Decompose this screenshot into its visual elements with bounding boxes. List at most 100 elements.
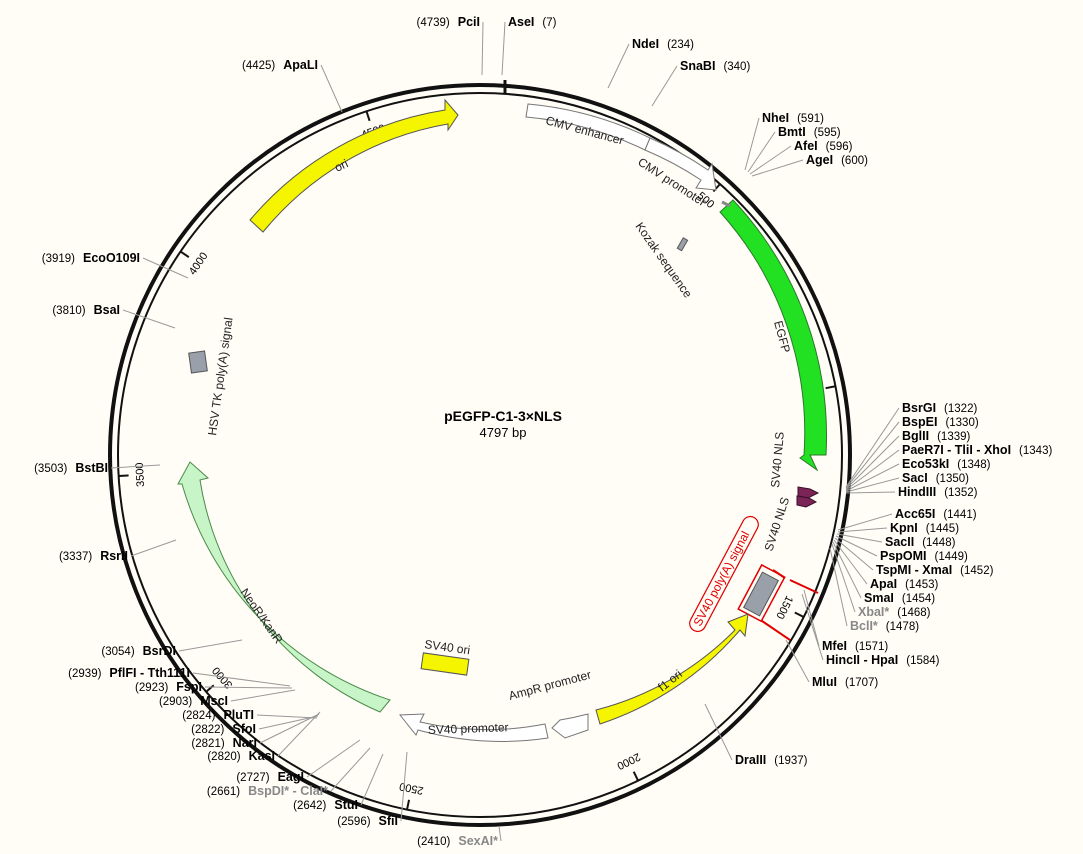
ampr-promoter-arrow[interactable] bbox=[551, 713, 589, 739]
site-name: FspI bbox=[176, 680, 202, 694]
restriction-site-label[interactable]: (3810) BsaI bbox=[52, 301, 120, 318]
site-position: (3054) bbox=[101, 646, 134, 658]
restriction-site-label[interactable]: BsrGI (1322) bbox=[902, 399, 977, 416]
restriction-site-label[interactable]: (2939) PflFI - Tth111I bbox=[68, 664, 190, 681]
restriction-site-label[interactable]: AseI (7) bbox=[508, 13, 557, 30]
restriction-site-label[interactable]: Acc65I (1441) bbox=[895, 505, 977, 522]
restriction-site-label[interactable]: (2821) NarI bbox=[191, 734, 257, 751]
cmv-promoter-arrow[interactable] bbox=[644, 137, 717, 191]
ori-arrow[interactable] bbox=[249, 98, 459, 233]
site-name: SacI bbox=[902, 471, 928, 485]
restriction-site-label[interactable]: (4739) PciI bbox=[417, 13, 481, 30]
site-spacer bbox=[914, 533, 922, 550]
restriction-site-label[interactable]: NheI (591) bbox=[762, 109, 824, 126]
site-position: (2821) bbox=[191, 738, 224, 750]
restriction-site-label[interactable]: (2642) StuI bbox=[293, 796, 358, 813]
restriction-site-label[interactable]: (3054) BsrDI bbox=[101, 642, 176, 659]
site-name: PluTI bbox=[223, 708, 254, 722]
restriction-site-label[interactable]: (2824) PluTI bbox=[182, 706, 254, 723]
restriction-site-label[interactable]: (2923) FspI bbox=[135, 678, 202, 695]
restriction-site-label[interactable]: BmtI (595) bbox=[778, 123, 841, 140]
restriction-site-label[interactable]: (3337) RsrII bbox=[59, 547, 128, 564]
restriction-site-label[interactable]: SnaBI (340) bbox=[680, 57, 750, 74]
site-spacer bbox=[326, 796, 334, 813]
restriction-site-label[interactable]: Eco53kI (1348) bbox=[902, 455, 991, 472]
sv40-polya-block[interactable] bbox=[737, 563, 819, 641]
f1-ori-arrow[interactable] bbox=[595, 613, 749, 725]
restriction-site-label[interactable]: ApaI (1453) bbox=[870, 575, 939, 592]
site-leader-line bbox=[845, 463, 900, 492]
restriction-site-label[interactable]: HincII - HpaI (1584) bbox=[826, 651, 940, 668]
site-position: (1352) bbox=[944, 487, 977, 499]
sv40-nls-markers[interactable] bbox=[796, 486, 820, 508]
site-position: (2923) bbox=[135, 682, 168, 694]
restriction-site-label[interactable]: (2596) SfiI bbox=[337, 812, 398, 829]
hsv-tk-polya-box[interactable] bbox=[188, 350, 208, 374]
egfp-arrow[interactable] bbox=[719, 199, 827, 472]
restriction-site-label[interactable]: (2661) BspDI* - ClaI* bbox=[207, 782, 328, 799]
site-leader-line bbox=[845, 449, 900, 491]
restriction-site-label[interactable]: SacI (1350) bbox=[902, 469, 969, 486]
site-spacer bbox=[371, 812, 379, 829]
site-leader-line bbox=[651, 65, 678, 107]
site-spacer bbox=[935, 505, 943, 522]
kozak-marker[interactable] bbox=[676, 237, 689, 252]
site-name: RsrII bbox=[100, 549, 128, 563]
site-spacer bbox=[101, 664, 109, 681]
restriction-site-label[interactable]: SacII (1448) bbox=[885, 533, 956, 550]
site-name: Acc65I bbox=[895, 507, 935, 521]
restriction-site-label[interactable]: SmaI (1454) bbox=[864, 589, 935, 606]
restriction-site-label[interactable]: NdeI (234) bbox=[632, 35, 694, 52]
sv40-ori-box[interactable] bbox=[420, 652, 470, 676]
restriction-site-label[interactable]: TspMI - XmaI (1452) bbox=[876, 561, 994, 578]
site-position: (1441) bbox=[943, 509, 976, 521]
plasmid-name: pEGFP-C1-3×NLS bbox=[444, 408, 562, 424]
restriction-site-label[interactable]: (3919) EcoO109I bbox=[42, 249, 140, 266]
sv40-nls-marker-1[interactable] bbox=[797, 486, 820, 499]
neor-arrow[interactable] bbox=[177, 461, 391, 713]
restriction-site-label[interactable]: BclI* (1478) bbox=[850, 617, 919, 634]
sv40-polya-box[interactable] bbox=[742, 571, 780, 617]
sv40-polya-label-highlight bbox=[689, 515, 759, 633]
site-spacer bbox=[952, 561, 960, 578]
restriction-site-label[interactable]: BspEI (1330) bbox=[902, 413, 979, 430]
restriction-site-label[interactable]: KpnI (1445) bbox=[890, 519, 959, 536]
tick-label: 2500 bbox=[398, 780, 424, 797]
restriction-site-label[interactable]: (2410) SexAI* bbox=[417, 832, 498, 849]
restriction-site-label[interactable]: MfeI (1571) bbox=[822, 637, 888, 654]
restriction-site-label[interactable]: (2727) EagI bbox=[236, 768, 304, 785]
sv40-promoter-arrow[interactable] bbox=[398, 713, 549, 742]
site-name: TspMI - XmaI bbox=[876, 563, 952, 577]
sv40-nls-marker-2[interactable] bbox=[796, 495, 818, 508]
site-position: (4739) bbox=[417, 17, 450, 29]
restriction-site-label[interactable]: MluI (1707) bbox=[812, 673, 878, 690]
restriction-site-label[interactable]: (3503) BstBI bbox=[34, 459, 108, 476]
restriction-site-label[interactable]: AgeI (600) bbox=[806, 151, 868, 168]
restriction-site-label[interactable]: XbaI* (1468) bbox=[858, 603, 931, 620]
site-leader-line bbox=[834, 537, 874, 571]
restriction-site-label[interactable]: (4425) ApaLI bbox=[242, 56, 318, 73]
site-position: (1350) bbox=[936, 473, 969, 485]
restriction-site-label[interactable]: (2820) KasI bbox=[207, 747, 275, 764]
restriction-site-label[interactable]: DraIII (1937) bbox=[735, 751, 808, 768]
site-leader-line bbox=[110, 464, 161, 469]
site-leader-line bbox=[259, 713, 320, 744]
tick-mark bbox=[406, 799, 411, 810]
restriction-site-label[interactable]: HindIII (1352) bbox=[898, 483, 978, 500]
site-name: AseI bbox=[508, 15, 534, 29]
restriction-site-label[interactable]: PspOMI (1449) bbox=[880, 547, 968, 564]
restriction-site-label[interactable]: AfeI (596) bbox=[794, 137, 853, 154]
site-name: BclI* bbox=[850, 619, 878, 633]
site-leader-line bbox=[845, 435, 900, 490]
restriction-site-label[interactable]: (2903) MscI bbox=[159, 692, 228, 709]
site-name: SfoI bbox=[232, 722, 256, 736]
site-name: DraIII bbox=[735, 753, 766, 767]
site-name: PaeR7I - TliI - XhoI bbox=[902, 443, 1011, 457]
site-position: (1478) bbox=[886, 621, 919, 633]
restriction-site-label[interactable]: PaeR7I - TliI - XhoI (1343) bbox=[902, 441, 1052, 458]
site-name: BstBI bbox=[75, 461, 108, 475]
site-spacer bbox=[715, 57, 723, 74]
site-leader-line bbox=[803, 589, 820, 647]
restriction-site-label[interactable]: BglII (1339) bbox=[902, 427, 971, 444]
restriction-site-label[interactable]: (2822) SfoI bbox=[191, 720, 256, 737]
